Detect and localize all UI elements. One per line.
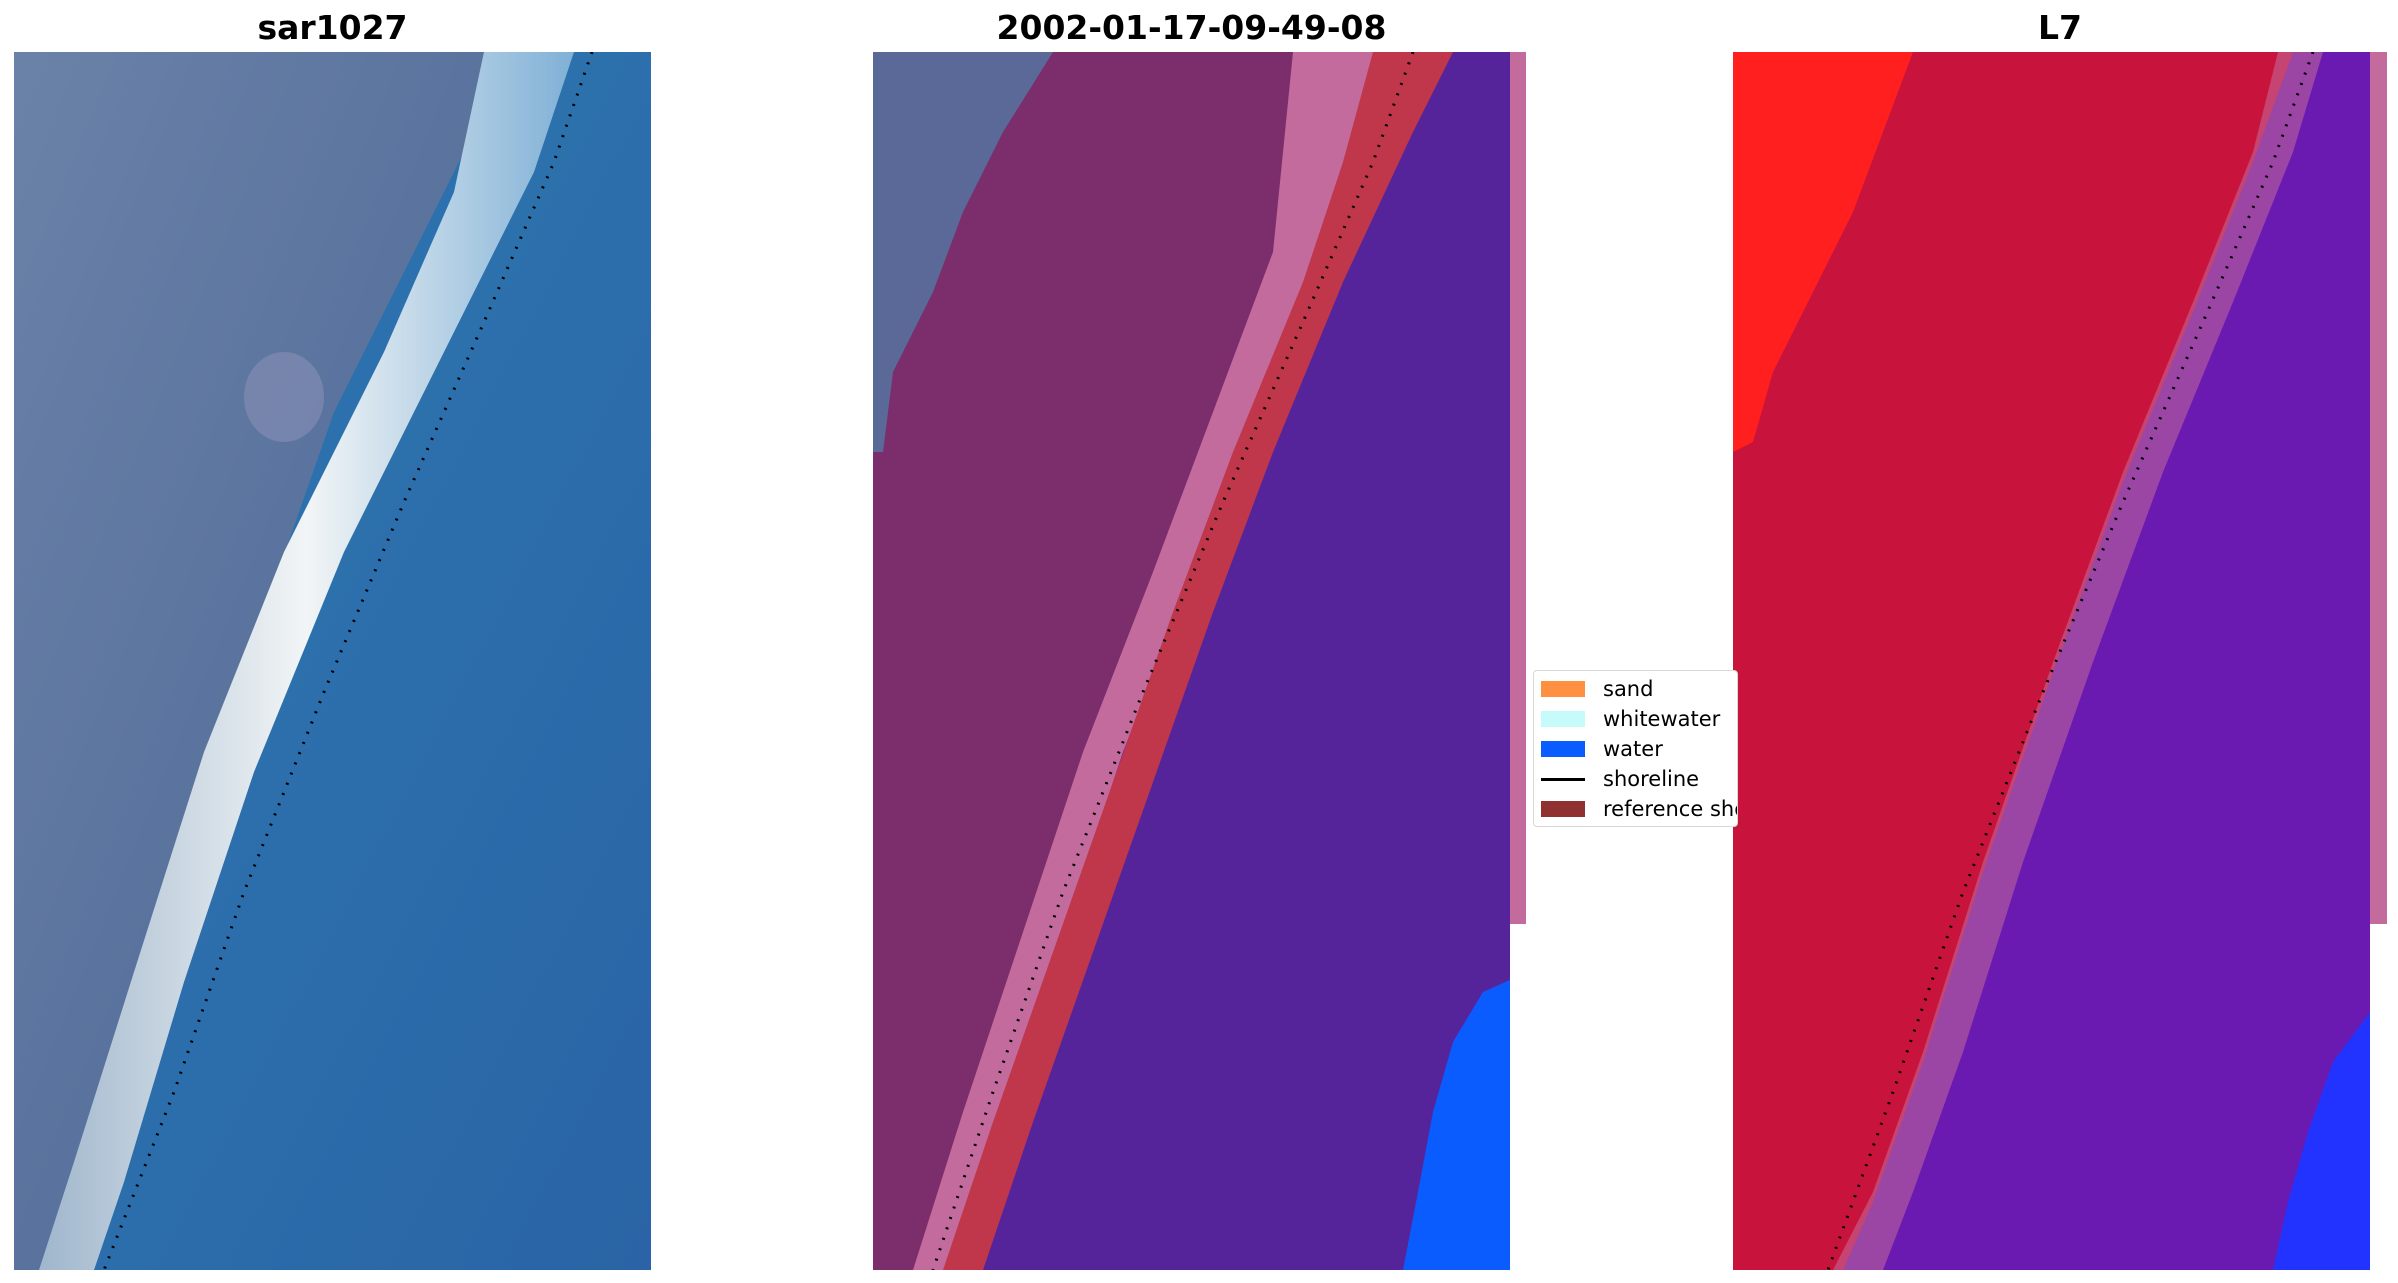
rgb-visible-corner (873, 52, 1053, 452)
shoreline-line-swatch (1541, 777, 1585, 781)
mndwi-bright-red (1733, 52, 1913, 452)
legend-label-reference-shoreline: reference shoreline (1603, 797, 1737, 821)
mndwi-blue-patch (2273, 1012, 2370, 1270)
panel-title-mndwi: L7 (2038, 8, 2082, 47)
legend-label-water: water (1603, 737, 1663, 761)
legend-item-reference-shoreline: reference shoreline (1541, 797, 1737, 821)
legend-item-sand: sand (1541, 677, 1653, 701)
classified-sand-overlay (943, 52, 1453, 1270)
legend-label-shoreline: shoreline (1603, 767, 1700, 791)
legend: sand whitewater water shoreline referenc… (1533, 670, 1738, 827)
classified-pink-fringe (913, 52, 1433, 1270)
panel-title-rgb: sar1027 (257, 8, 408, 47)
mndwi-boundary (1833, 52, 2323, 1270)
legend-label-whitewater: whitewater (1603, 707, 1721, 731)
legend-item-water: water (1541, 737, 1663, 761)
mndwi-image-panel (1733, 52, 2387, 1270)
panel-title-classified: 2002-01-17-09-49-08 (996, 8, 1387, 47)
rgb-beach (39, 52, 574, 1270)
legend-label-sand: sand (1603, 677, 1654, 701)
classified-water-patch (1403, 980, 1510, 1270)
water-swatch (1541, 741, 1585, 757)
mndwi-land (1733, 52, 2293, 1270)
legend-item-shoreline: shoreline (1541, 767, 1699, 791)
reference-shoreline-swatch (1541, 801, 1585, 817)
rgb-land-patch (244, 352, 324, 442)
rgb-image-panel (14, 52, 651, 1270)
sand-swatch (1541, 681, 1585, 697)
classified-image-panel (873, 52, 1526, 1270)
legend-item-whitewater: whitewater (1541, 707, 1720, 731)
mndwi-pink-edge (2370, 52, 2387, 924)
whitewater-swatch (1541, 711, 1585, 727)
classified-pink-edge (1510, 52, 1526, 924)
